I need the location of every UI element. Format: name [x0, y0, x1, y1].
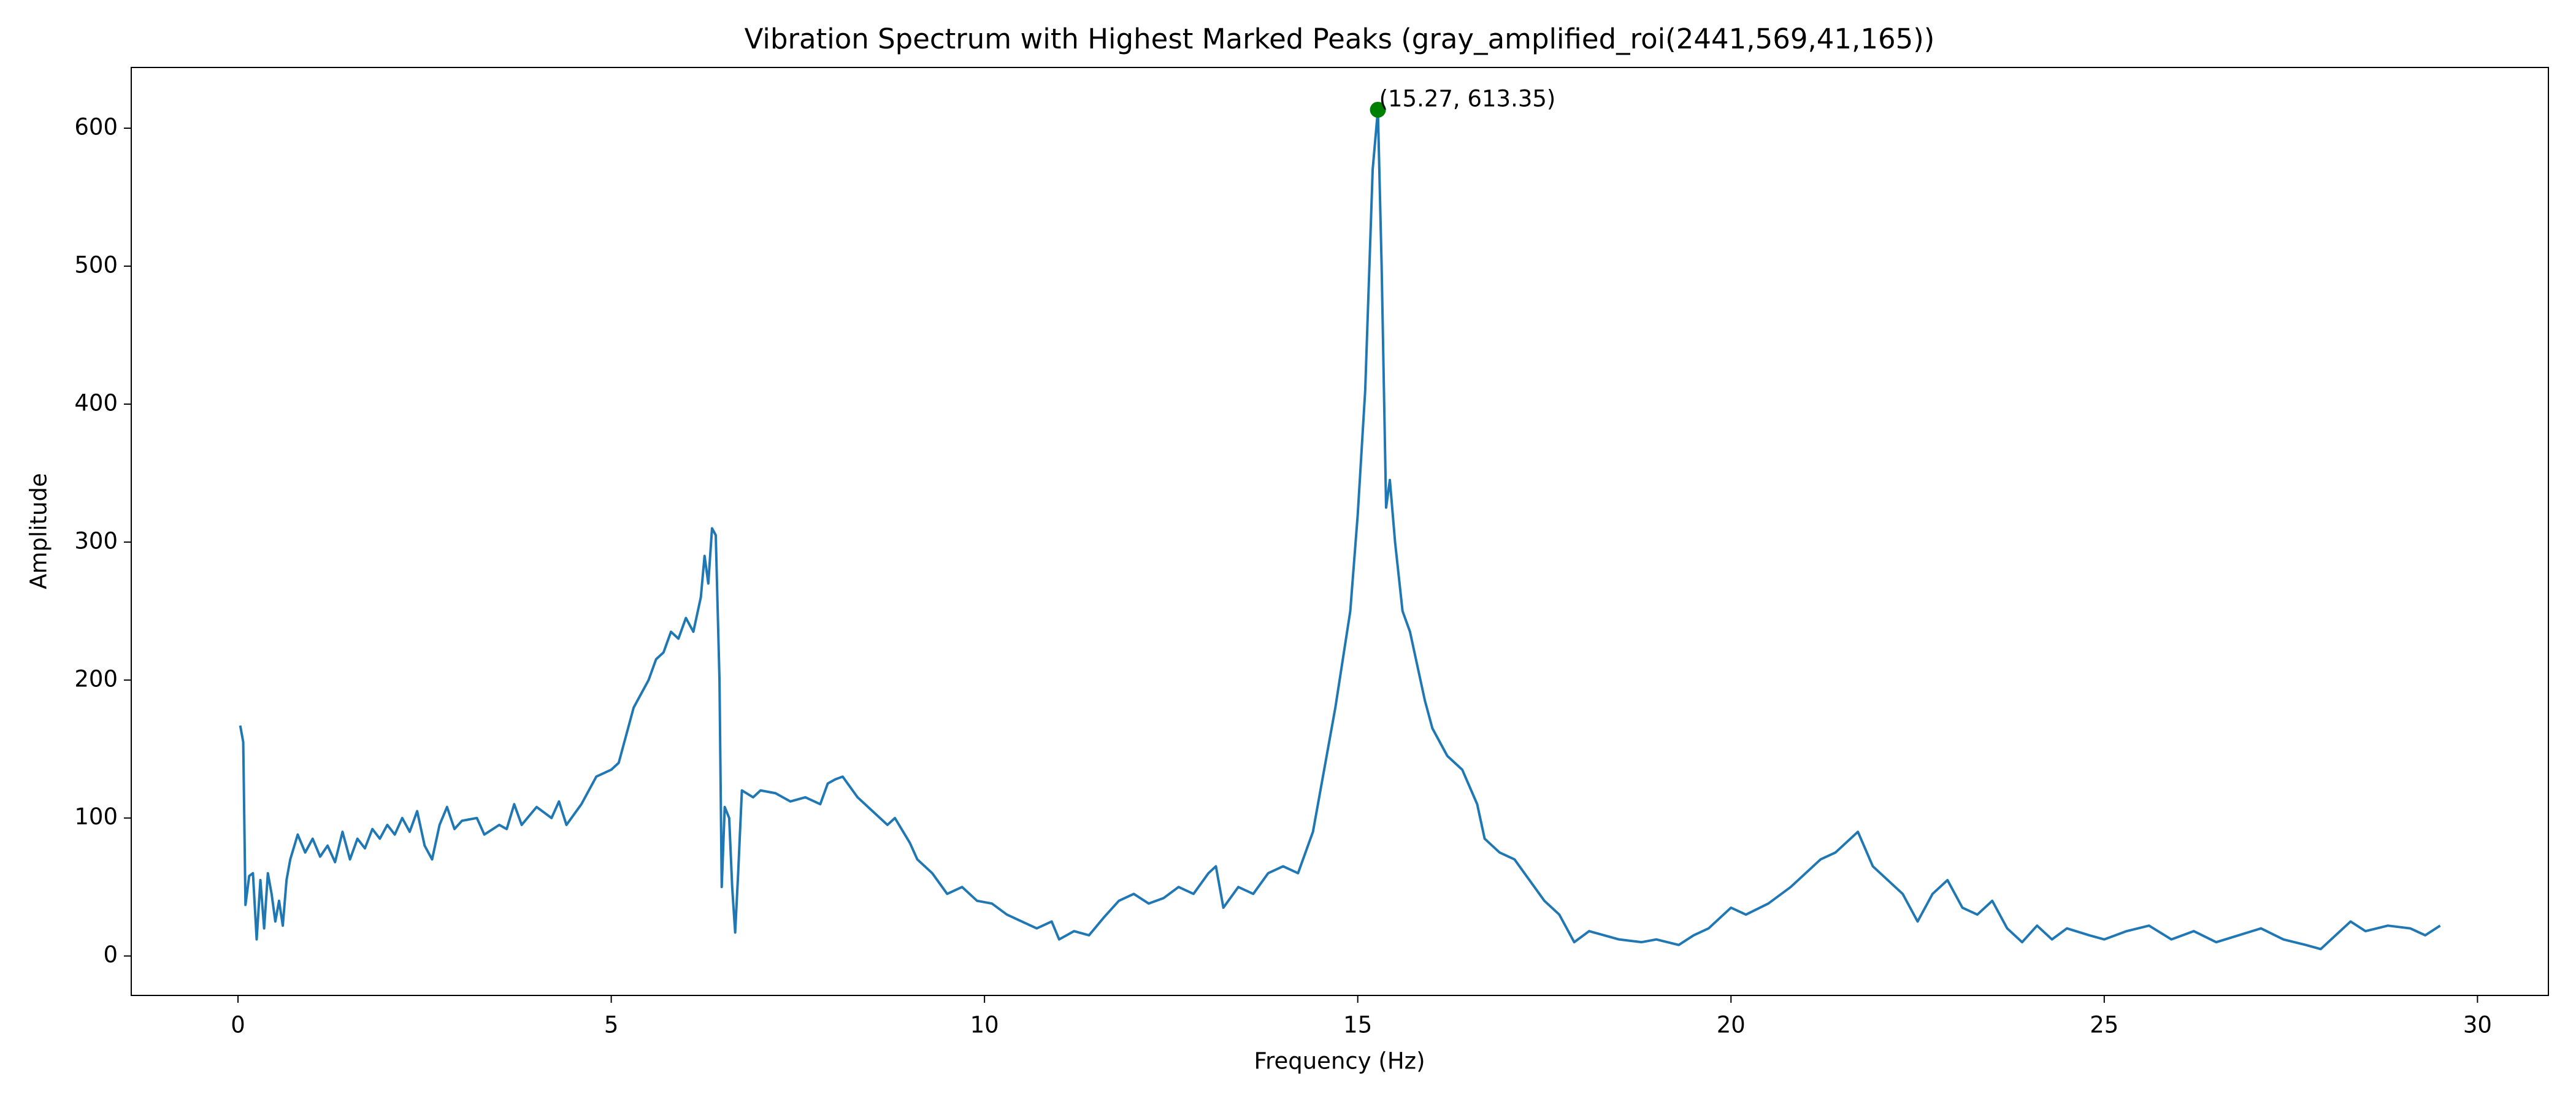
y-tick-label: 600 — [74, 113, 118, 140]
y-tick-label: 200 — [74, 665, 118, 692]
x-tick-label: 15 — [1343, 1012, 1372, 1038]
x-tick-label: 20 — [1717, 1012, 1746, 1038]
y-tick-label: 400 — [74, 389, 118, 416]
peak-label: (15.27, 613.35) — [1379, 85, 1556, 112]
y-tick-label: 0 — [103, 941, 118, 968]
peak-marker — [1370, 101, 1386, 118]
spectrum-line — [239, 108, 2441, 951]
y-tick-label: 100 — [74, 803, 118, 830]
y-axis-label: Amplitude — [26, 473, 52, 589]
x-tick-label: 0 — [231, 1012, 245, 1038]
x-axis-label: Frequency (Hz) — [1254, 1048, 1425, 1075]
x-tick-label: 30 — [2463, 1012, 2492, 1038]
x-tick-label: 5 — [604, 1012, 619, 1038]
y-tick-label: 500 — [74, 251, 118, 278]
chart-title: Vibration Spectrum with Highest Marked P… — [745, 23, 1935, 55]
x-tick-label: 25 — [2090, 1012, 2118, 1038]
plot-frame — [131, 67, 2549, 996]
y-tick-label: 300 — [74, 527, 118, 554]
x-tick-label: 10 — [970, 1012, 999, 1038]
